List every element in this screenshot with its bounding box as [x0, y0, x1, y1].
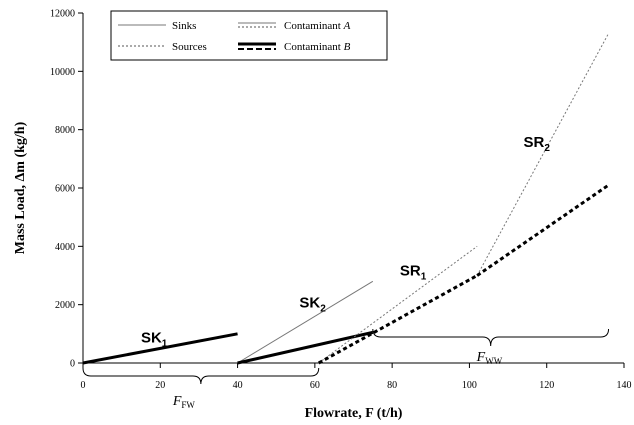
series-line-sk1-b	[82, 332, 238, 365]
y-tick-label: 10000	[50, 67, 75, 78]
curve-label-sr1: SR1	[400, 263, 427, 283]
axes: 0 2000 4000 6000 8000 10000 12000 0 20 40 60 80 100 1…	[13, 9, 632, 422]
legend-box	[110, 10, 388, 61]
y-axis-title: Mass Load, Δm (kg/h)	[13, 121, 28, 254]
x-tick-label: 40	[233, 380, 243, 391]
x-axis-title: Flowrate, F (t/h)	[305, 406, 403, 421]
series-line-sk2-a	[237, 280, 374, 364]
brace-ww	[372, 328, 610, 347]
x-tick-label: 80	[387, 380, 397, 391]
brace-label-fw: FFW	[172, 394, 196, 410]
y-tick-label: 8000	[55, 125, 75, 136]
legend-label-sources: Sources	[172, 41, 207, 53]
series-line-sr2-a	[476, 33, 609, 276]
series-line-sr1-b	[317, 274, 478, 365]
series-line-sr1-a	[318, 245, 478, 364]
x-tick-label: 0	[81, 380, 86, 391]
legend-label-contaminant-a: Contaminant A	[284, 20, 351, 32]
brace-label-ww: FWW	[476, 350, 503, 366]
curve-label-sk2: SK2	[299, 295, 326, 315]
x-tick-label: 140	[617, 380, 632, 391]
legend-label-sinks: Sinks	[172, 20, 196, 32]
plot-area: SK1 SK2 SR1 SR2 FFW FWW	[82, 33, 610, 410]
x-tick-label: 120	[539, 380, 554, 391]
brace-fw	[82, 367, 320, 385]
curve-label-sk1: SK1	[141, 330, 168, 350]
legend-label-contaminant-b: Contaminant B	[284, 41, 351, 53]
x-tick-label: 20	[155, 380, 165, 391]
y-tick-label: 12000	[50, 9, 75, 20]
y-tick-label: 2000	[55, 300, 75, 311]
series-line-sk2-b	[237, 330, 374, 365]
y-tick-label: 4000	[55, 242, 75, 253]
y-tick-label: 6000	[55, 184, 75, 195]
legend: Sinks Sources Contaminant A Contaminant B	[110, 10, 388, 61]
y-tick-label: 0	[70, 359, 75, 370]
x-tick-label: 100	[462, 380, 477, 391]
x-tick-label: 60	[310, 380, 320, 391]
series-line-sr2-b	[476, 183, 610, 277]
curve-label-sr2: SR2	[524, 134, 551, 154]
